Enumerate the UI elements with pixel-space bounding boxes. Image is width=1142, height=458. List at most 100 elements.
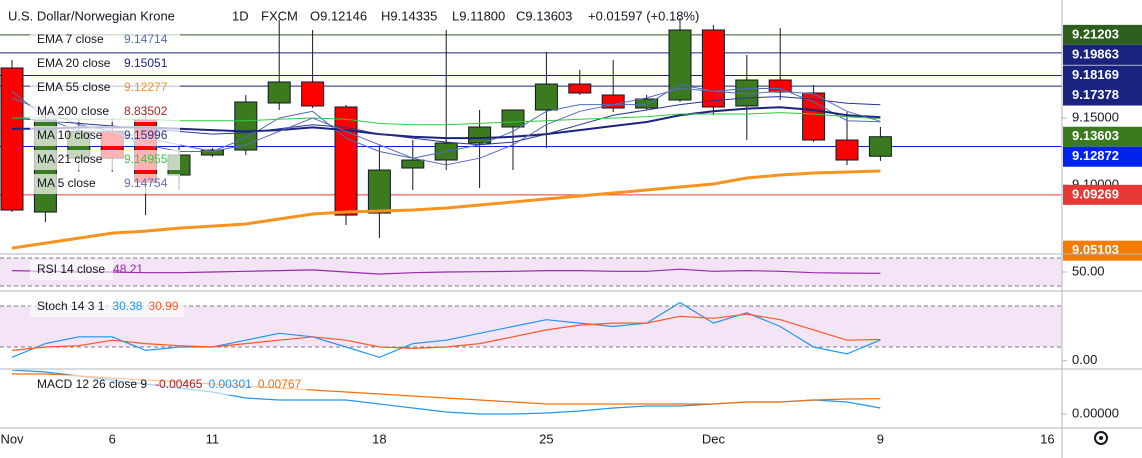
legend-bg bbox=[30, 260, 114, 280]
x-tick-label: 18 bbox=[372, 431, 386, 446]
pane-legend-value: 30.38 bbox=[112, 299, 142, 313]
indicator-line bbox=[11, 83, 881, 159]
interval: 1D bbox=[232, 8, 249, 23]
x-tick-label: 9 bbox=[877, 431, 884, 446]
candle-body bbox=[0, 67, 24, 211]
y-tick-label: 0.00 bbox=[1072, 352, 1097, 367]
legend-value: 8.83502 bbox=[124, 104, 168, 118]
price-label-box bbox=[1063, 184, 1142, 205]
candle-body bbox=[267, 81, 291, 104]
gear-center[interactable] bbox=[1099, 436, 1103, 440]
indicator-line bbox=[11, 301, 881, 358]
price-label-box bbox=[1063, 44, 1142, 65]
legend-bg bbox=[30, 54, 180, 74]
plot-layer: EMA 7 close 9.14714 EMA 20 close 9.15051 EMA… bbox=[0, 18, 1142, 446]
legend-bg bbox=[30, 30, 180, 50]
change: +0.01597 (+0.18%) bbox=[588, 8, 699, 23]
pane-legend-value: 30.99 bbox=[148, 299, 178, 313]
legend-bg bbox=[30, 150, 180, 170]
symbol-title: U.S. Dollar/Norwegian Krone bbox=[8, 8, 175, 23]
price-label: 9.21203 bbox=[1072, 26, 1119, 41]
legend-bg bbox=[30, 102, 180, 122]
price-label-box bbox=[1063, 65, 1142, 86]
legend-name: EMA 7 close bbox=[37, 32, 104, 46]
ohlc-close: C9.13603 bbox=[516, 8, 572, 23]
price-label-box bbox=[1063, 24, 1142, 45]
pane-legend-value: -0.00465 bbox=[155, 377, 203, 391]
legend-value: 9.14714 bbox=[124, 32, 168, 46]
legend-bg bbox=[30, 375, 308, 395]
price-label: 9.13603 bbox=[1072, 128, 1119, 143]
price-label: 9.18169 bbox=[1072, 67, 1119, 82]
pane-legend-name: RSI 14 close bbox=[37, 262, 105, 276]
candle-body bbox=[301, 81, 325, 107]
legend-bg bbox=[30, 78, 180, 98]
ohlc-low: L9.11800 bbox=[452, 8, 505, 23]
header: U.S. Dollar/Norwegian Krone 1D FXCM O9.1… bbox=[8, 8, 699, 23]
band-fill bbox=[0, 258, 1062, 287]
indicator-pane bbox=[0, 257, 1062, 287]
indicator-line bbox=[11, 313, 881, 351]
candle-body bbox=[668, 29, 692, 101]
candle-body bbox=[367, 169, 391, 214]
legend-value: 9.14754 bbox=[124, 176, 168, 190]
y-tick-label: 0.00000 bbox=[1072, 405, 1119, 420]
legend-bg bbox=[30, 174, 180, 194]
x-tick-label: 11 bbox=[206, 431, 220, 446]
legend-value: 9.15996 bbox=[124, 128, 168, 142]
price-label: 9.05103 bbox=[1072, 242, 1119, 257]
candle-body bbox=[501, 109, 525, 128]
price-label-box bbox=[1063, 85, 1142, 106]
x-tick-label: 16 bbox=[1040, 431, 1054, 446]
pane-legend-value: 48.21 bbox=[113, 262, 143, 276]
candle-body bbox=[568, 83, 592, 94]
price-label-box bbox=[1063, 146, 1142, 167]
candle-body bbox=[701, 29, 725, 108]
x-tick-label: Nov bbox=[0, 431, 24, 446]
pane-legend-value: 0.00767 bbox=[258, 377, 302, 391]
legend-value: 9.15051 bbox=[124, 56, 168, 70]
candle-body bbox=[835, 139, 859, 161]
ohlc-open: O9.12146 bbox=[310, 8, 367, 23]
candle-body bbox=[635, 98, 659, 109]
pane-legend-name: Stoch 14 3 1 bbox=[37, 299, 105, 313]
price-label-box bbox=[1063, 126, 1142, 147]
candle-body bbox=[401, 159, 425, 169]
candle-body bbox=[200, 149, 224, 156]
x-tick-label: 6 bbox=[109, 431, 116, 446]
y-tick-label: 9.15000 bbox=[1072, 109, 1119, 124]
legend-name: EMA 20 close bbox=[37, 56, 111, 70]
indicator-line bbox=[11, 169, 881, 250]
legend-name: MA 21 close bbox=[37, 152, 103, 166]
gear-icon[interactable] bbox=[1094, 431, 1108, 445]
price-label: 9.19863 bbox=[1072, 46, 1119, 61]
price-label-box bbox=[1063, 240, 1142, 261]
legend-bg bbox=[30, 126, 180, 146]
legend-name: EMA 55 close bbox=[37, 80, 111, 94]
pane-legend-value: 0.00301 bbox=[208, 377, 252, 391]
ohlc-high: H9.14335 bbox=[381, 8, 437, 23]
legend-bg bbox=[30, 297, 185, 317]
pane-legend-name: MACD 12 26 close 9 bbox=[37, 377, 147, 391]
legend-value: 9.14955 bbox=[124, 152, 168, 166]
price-label: 9.17378 bbox=[1072, 87, 1119, 102]
x-tick-label: 25 bbox=[539, 431, 553, 446]
candle-body bbox=[868, 136, 892, 157]
source: FXCM bbox=[261, 8, 298, 23]
price-label: 9.12872 bbox=[1072, 148, 1119, 163]
x-tick-label: Dec bbox=[702, 431, 726, 446]
candle-body bbox=[234, 101, 258, 151]
candle-body bbox=[768, 79, 792, 93]
y-tick-label: 50.00 bbox=[1072, 263, 1105, 278]
candle-body bbox=[534, 83, 558, 111]
settings-button[interactable] bbox=[1094, 431, 1108, 445]
legend-name: MA 200 close bbox=[37, 104, 109, 118]
indicator-line bbox=[11, 268, 881, 275]
candle-body bbox=[468, 126, 492, 144]
legend-name: MA 5 close bbox=[37, 176, 96, 190]
legend-value: 9.12277 bbox=[124, 80, 168, 94]
price-label: 9.09269 bbox=[1072, 186, 1119, 201]
legend-name: MA 10 close bbox=[37, 128, 103, 142]
candle-body bbox=[334, 106, 358, 216]
